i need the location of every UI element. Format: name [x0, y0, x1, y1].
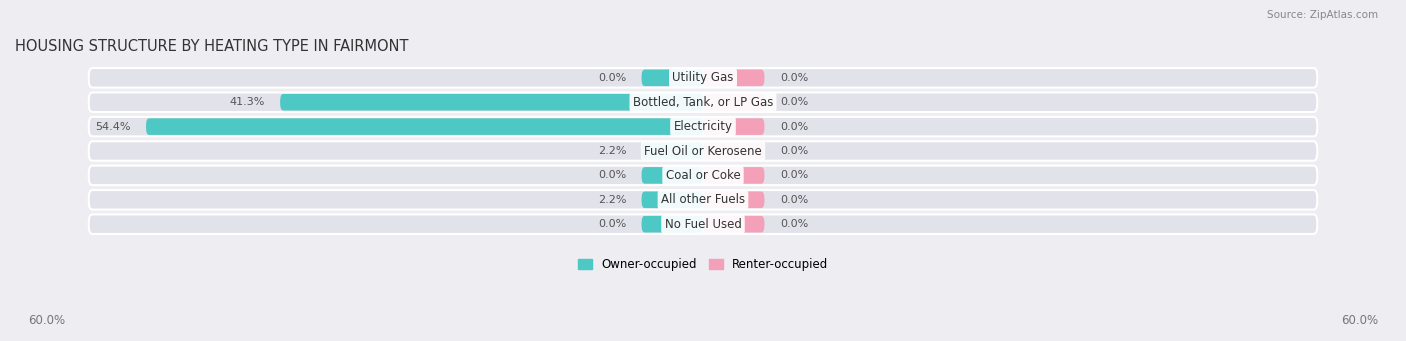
FancyBboxPatch shape [703, 192, 765, 208]
Text: Bottled, Tank, or LP Gas: Bottled, Tank, or LP Gas [633, 96, 773, 109]
Text: 0.0%: 0.0% [780, 97, 808, 107]
FancyBboxPatch shape [89, 166, 1317, 185]
Text: 0.0%: 0.0% [780, 122, 808, 132]
Text: No Fuel Used: No Fuel Used [665, 218, 741, 231]
FancyBboxPatch shape [641, 70, 703, 86]
Text: 60.0%: 60.0% [28, 314, 65, 327]
Text: 0.0%: 0.0% [780, 219, 808, 229]
Text: Electricity: Electricity [673, 120, 733, 133]
Text: 60.0%: 60.0% [1341, 314, 1378, 327]
Text: Fuel Oil or Kerosene: Fuel Oil or Kerosene [644, 145, 762, 158]
FancyBboxPatch shape [641, 192, 703, 208]
FancyBboxPatch shape [703, 70, 765, 86]
Text: 0.0%: 0.0% [598, 219, 626, 229]
FancyBboxPatch shape [641, 167, 703, 184]
FancyBboxPatch shape [703, 216, 765, 233]
FancyBboxPatch shape [146, 118, 703, 135]
Text: Utility Gas: Utility Gas [672, 71, 734, 84]
Text: Source: ZipAtlas.com: Source: ZipAtlas.com [1267, 10, 1378, 20]
Text: HOUSING STRUCTURE BY HEATING TYPE IN FAIRMONT: HOUSING STRUCTURE BY HEATING TYPE IN FAI… [15, 39, 409, 54]
Text: All other Fuels: All other Fuels [661, 193, 745, 206]
Text: 0.0%: 0.0% [780, 146, 808, 156]
Text: 0.0%: 0.0% [780, 195, 808, 205]
Text: 41.3%: 41.3% [229, 97, 264, 107]
FancyBboxPatch shape [89, 92, 1317, 112]
Legend: Owner-occupied, Renter-occupied: Owner-occupied, Renter-occupied [575, 256, 831, 273]
FancyBboxPatch shape [89, 141, 1317, 161]
FancyBboxPatch shape [89, 68, 1317, 88]
Text: Coal or Coke: Coal or Coke [665, 169, 741, 182]
Text: 0.0%: 0.0% [780, 73, 808, 83]
Text: 0.0%: 0.0% [780, 170, 808, 180]
FancyBboxPatch shape [703, 94, 765, 110]
Text: 2.2%: 2.2% [598, 195, 626, 205]
FancyBboxPatch shape [703, 143, 765, 159]
FancyBboxPatch shape [641, 143, 703, 159]
FancyBboxPatch shape [641, 216, 703, 233]
FancyBboxPatch shape [703, 118, 765, 135]
Text: 0.0%: 0.0% [598, 170, 626, 180]
FancyBboxPatch shape [89, 214, 1317, 234]
Text: 2.2%: 2.2% [598, 146, 626, 156]
FancyBboxPatch shape [89, 117, 1317, 136]
FancyBboxPatch shape [703, 167, 765, 184]
Text: 54.4%: 54.4% [96, 122, 131, 132]
FancyBboxPatch shape [280, 94, 703, 110]
Text: 0.0%: 0.0% [598, 73, 626, 83]
FancyBboxPatch shape [89, 190, 1317, 210]
